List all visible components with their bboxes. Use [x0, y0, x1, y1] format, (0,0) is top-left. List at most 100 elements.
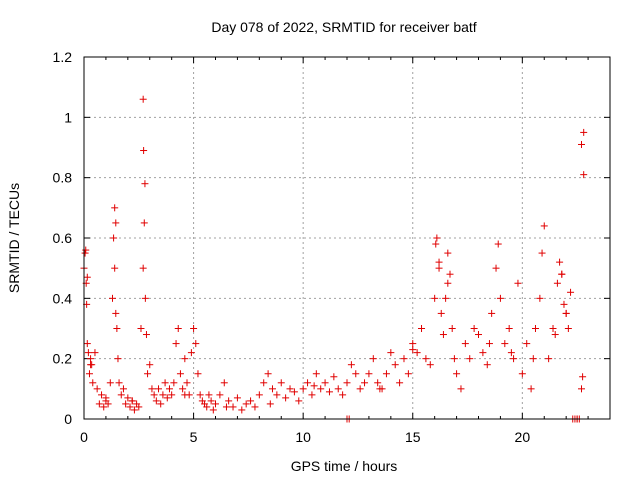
data-point [538, 249, 546, 257]
data-point [102, 397, 110, 405]
data-point [216, 391, 224, 399]
data-point [488, 309, 496, 317]
data-point [510, 355, 518, 363]
y-tick-label: 0.6 [53, 230, 73, 246]
data-point [81, 249, 89, 257]
data-point [146, 361, 154, 369]
data-point [470, 325, 478, 332]
data-point [264, 370, 272, 378]
data-point [374, 379, 382, 387]
data-point [165, 385, 173, 393]
data-point [435, 258, 443, 266]
data-points [80, 95, 588, 423]
data-point [479, 349, 487, 357]
data-point [100, 403, 108, 411]
data-point [404, 370, 412, 378]
data-point [170, 379, 178, 387]
y-tick-label: 0.2 [53, 351, 73, 367]
data-point [347, 361, 355, 369]
data-point [485, 340, 493, 348]
data-point [148, 385, 156, 393]
data-point [579, 373, 587, 381]
data-point [238, 406, 246, 414]
data-point [369, 355, 377, 363]
data-point [418, 325, 426, 332]
data-point [494, 240, 502, 248]
data-point [155, 385, 163, 393]
data-point [126, 403, 134, 411]
data-point [540, 222, 548, 230]
data-point [492, 264, 500, 272]
data-point [567, 288, 575, 296]
data-point [304, 379, 312, 387]
data-point [139, 264, 147, 272]
data-point [260, 379, 268, 387]
data-point [87, 361, 95, 369]
data-point [128, 397, 136, 405]
grid-lines [84, 57, 610, 419]
data-point [141, 180, 149, 188]
data-point [233, 394, 241, 402]
data-point [578, 385, 586, 393]
data-point [203, 403, 211, 411]
data-point [564, 325, 572, 332]
data-point [580, 128, 588, 136]
data-point [461, 340, 469, 348]
data-point [176, 370, 184, 378]
data-point [317, 385, 325, 393]
data-point [580, 171, 588, 179]
data-point [141, 294, 149, 302]
data-point [83, 273, 91, 281]
data-point [312, 370, 320, 378]
data-point [356, 385, 364, 393]
data-point [268, 385, 276, 393]
data-point [124, 394, 132, 402]
data-point [562, 309, 570, 317]
data-point [98, 391, 106, 399]
data-point [290, 388, 298, 396]
data-point [87, 355, 95, 363]
data-point [142, 331, 150, 339]
data-point [266, 400, 274, 408]
y-tick-label: 1 [64, 109, 72, 125]
data-point [157, 400, 165, 408]
data-point [187, 349, 195, 357]
data-point [83, 340, 91, 348]
data-point [229, 403, 237, 411]
data-point [529, 355, 537, 363]
data-point [536, 294, 544, 302]
data-point [174, 325, 182, 332]
data-point [437, 309, 445, 317]
data-point [144, 370, 152, 378]
data-point [391, 361, 399, 369]
data-point [444, 279, 452, 287]
data-point [523, 340, 531, 348]
data-point [140, 147, 148, 155]
data-point [207, 397, 215, 405]
data-point [453, 370, 461, 378]
data-point [558, 270, 566, 278]
data-point [545, 355, 553, 363]
data-point [431, 294, 439, 302]
data-point [413, 349, 421, 357]
x-tick-label: 5 [190, 429, 198, 445]
data-point [448, 325, 456, 332]
data-point [507, 349, 515, 357]
x-axis-label: GPS time / hours [291, 458, 398, 474]
data-point [531, 325, 539, 332]
data-point [190, 325, 198, 332]
data-point [432, 240, 440, 248]
data-point [112, 219, 120, 227]
data-point [299, 385, 307, 393]
chart-title: Day 078 of 2022, SRMTID for receiver bat… [211, 19, 476, 35]
data-point [396, 379, 404, 387]
data-point [251, 403, 259, 411]
data-point [196, 391, 204, 399]
data-point [168, 391, 176, 399]
data-point [365, 370, 373, 378]
data-point [106, 379, 114, 387]
data-point [308, 391, 316, 399]
data-point [220, 379, 228, 387]
data-point [225, 397, 233, 405]
data-point [310, 382, 318, 390]
